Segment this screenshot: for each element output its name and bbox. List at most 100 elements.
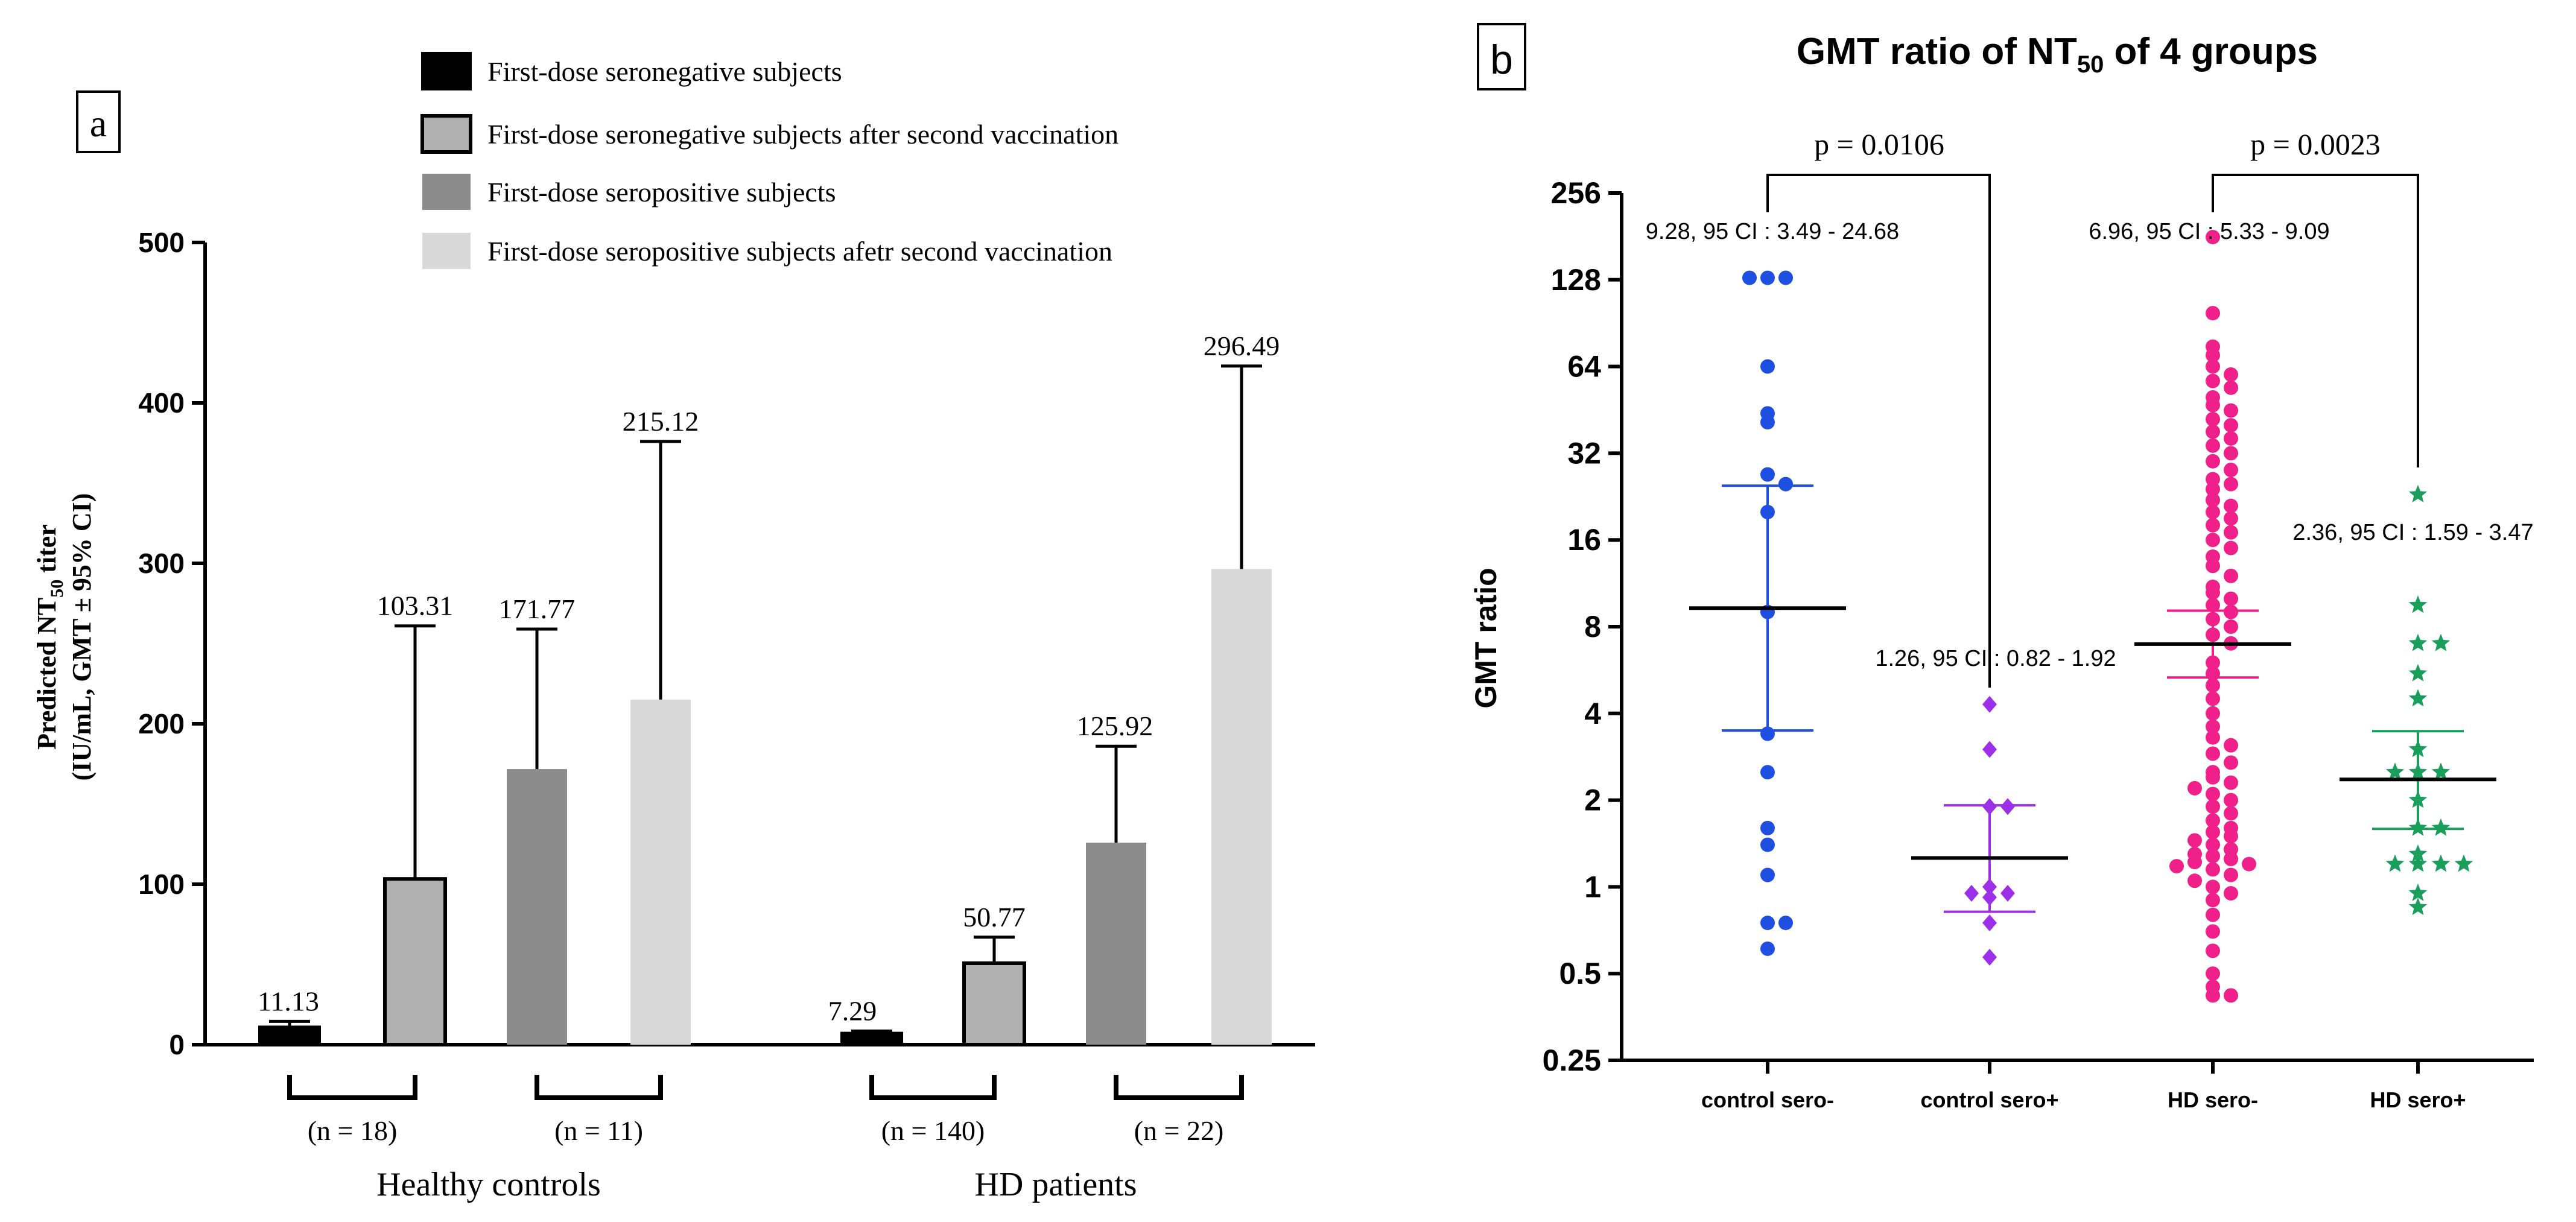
data-point (2224, 418, 2238, 433)
data-point (1760, 467, 1775, 482)
x-tick-label-b: HD sero- (2168, 1087, 2258, 1112)
data-point (2206, 359, 2220, 374)
bar (840, 1031, 903, 1046)
data-point (2408, 854, 2428, 872)
data-point (2408, 898, 2428, 916)
data-point (2224, 755, 2238, 770)
panel-a-label-box (76, 90, 121, 153)
data-point (2206, 230, 2220, 245)
x-tick-label-b: control sero+ (1920, 1087, 2058, 1112)
data-point (2408, 633, 2428, 651)
data-point (2224, 591, 2238, 606)
data-point (2187, 873, 2202, 888)
data-point (1760, 867, 1775, 882)
data-point (2206, 518, 2220, 533)
data-point (1982, 949, 1997, 966)
data-point (2224, 793, 2238, 808)
data-point (2408, 663, 2428, 682)
n-label: (n = 140) (881, 1115, 985, 1146)
data-point (2206, 585, 2220, 600)
y-tick-label-b: 32 (1567, 436, 1601, 470)
n-label: (n = 11) (554, 1115, 643, 1146)
data-point (2206, 813, 2220, 828)
data-point (2242, 856, 2256, 872)
pair-bracket (535, 1075, 663, 1100)
data-point (2000, 885, 2015, 902)
data-point (2206, 825, 2220, 840)
data-point (2224, 498, 2238, 513)
data-point (2206, 893, 2220, 908)
bar (630, 699, 691, 1045)
y-axis-label-a-line2: (IU/mL, GMT ± 95% CI) (67, 493, 97, 781)
data-point (2206, 678, 2220, 693)
bar (507, 769, 567, 1045)
y-axis-b: 0.25 0.5 1 2 4 8 16 32 64 128 256 control sero-cont… (1543, 176, 2534, 1112)
y-tick-label-b: 64 (1567, 350, 1601, 384)
data-point (2206, 598, 2220, 613)
data-point (2187, 833, 2202, 848)
data-point (1982, 741, 1997, 758)
y-tick-label-b: 1 (1584, 870, 1601, 904)
pair-bracket (287, 1075, 417, 1100)
group-label: HD patients (974, 1166, 1137, 1203)
group-label: Healthy controls (376, 1166, 601, 1203)
data-point (2224, 476, 2238, 492)
data-point (2224, 446, 2238, 461)
data-point (1778, 916, 1793, 931)
data-point (2431, 854, 2451, 872)
data-point (1760, 941, 1775, 956)
gmt-annotation: 9.28, 95 CI : 3.49 - 24.68 (1646, 219, 1899, 244)
data-point (2000, 798, 2015, 815)
data-label: 171.77 (499, 594, 576, 624)
data-point (2206, 787, 2220, 802)
y-tick-label-a: 200 (138, 708, 185, 739)
data-point (1982, 914, 1997, 932)
data-point (2431, 818, 2451, 836)
legend-label-2: First-dose seronegative subjects after s… (487, 119, 1118, 150)
y-tick-label-b: 2 (1584, 784, 1601, 817)
data-point (1778, 270, 1793, 285)
pair-bracket (1114, 1075, 1244, 1100)
data-point (2206, 966, 2220, 981)
data-point (2385, 854, 2405, 872)
data-label: 296.49 (1204, 331, 1280, 361)
data-point (2224, 988, 2238, 1003)
data-point (2206, 924, 2220, 939)
data-point (2431, 633, 2451, 651)
data-point (2224, 867, 2238, 882)
gmt-annotation: 6.96, 95 CI : 5.33 - 9.09 (2089, 219, 2329, 244)
y-tick-label-a: 300 (138, 548, 185, 579)
data-point (2206, 397, 2220, 413)
data-point (2206, 438, 2220, 453)
data-point (2408, 689, 2428, 707)
data-point (2408, 884, 2428, 901)
x-tick-label-b: control sero- (1701, 1087, 1834, 1112)
n-label: (n = 18) (308, 1115, 398, 1146)
data-point (2206, 424, 2220, 439)
points-b: 9.28, 95 CI : 3.49 - 24.68 1.26, 95 CI : … (1646, 127, 2534, 1003)
data-point (2206, 348, 2220, 363)
bar (1086, 843, 1146, 1045)
data-label: 7.29 (828, 995, 877, 1026)
legend-a: First-dose seronegative subjects First-d… (420, 52, 1118, 269)
y-tick-label-a: 0 (169, 1029, 185, 1060)
data-point (2224, 886, 2238, 901)
bar (962, 961, 1026, 1046)
data-point (2454, 854, 2473, 872)
p-bracket (1766, 174, 1991, 688)
data-point (2169, 859, 2184, 874)
data-point (1760, 765, 1775, 780)
data-point (2187, 855, 2202, 870)
n-label: (n = 22) (1134, 1115, 1224, 1146)
data-point (1778, 476, 1793, 492)
legend-label-1: First-dose seronegative subjects (487, 56, 842, 87)
legend-swatch-2 (420, 114, 472, 154)
data-point (2408, 595, 2428, 613)
panel-b: b GMT ratio of NT50 of 4 groups GMT rati… (1469, 23, 2534, 1112)
y-axis-label-a: Predicted NT50 titer (32, 524, 67, 750)
data-point (1760, 837, 1775, 852)
data-point (2431, 762, 2451, 780)
y-tick-label-b: 128 (1551, 263, 1601, 297)
data-point (2206, 373, 2220, 388)
data-point (2206, 746, 2220, 761)
